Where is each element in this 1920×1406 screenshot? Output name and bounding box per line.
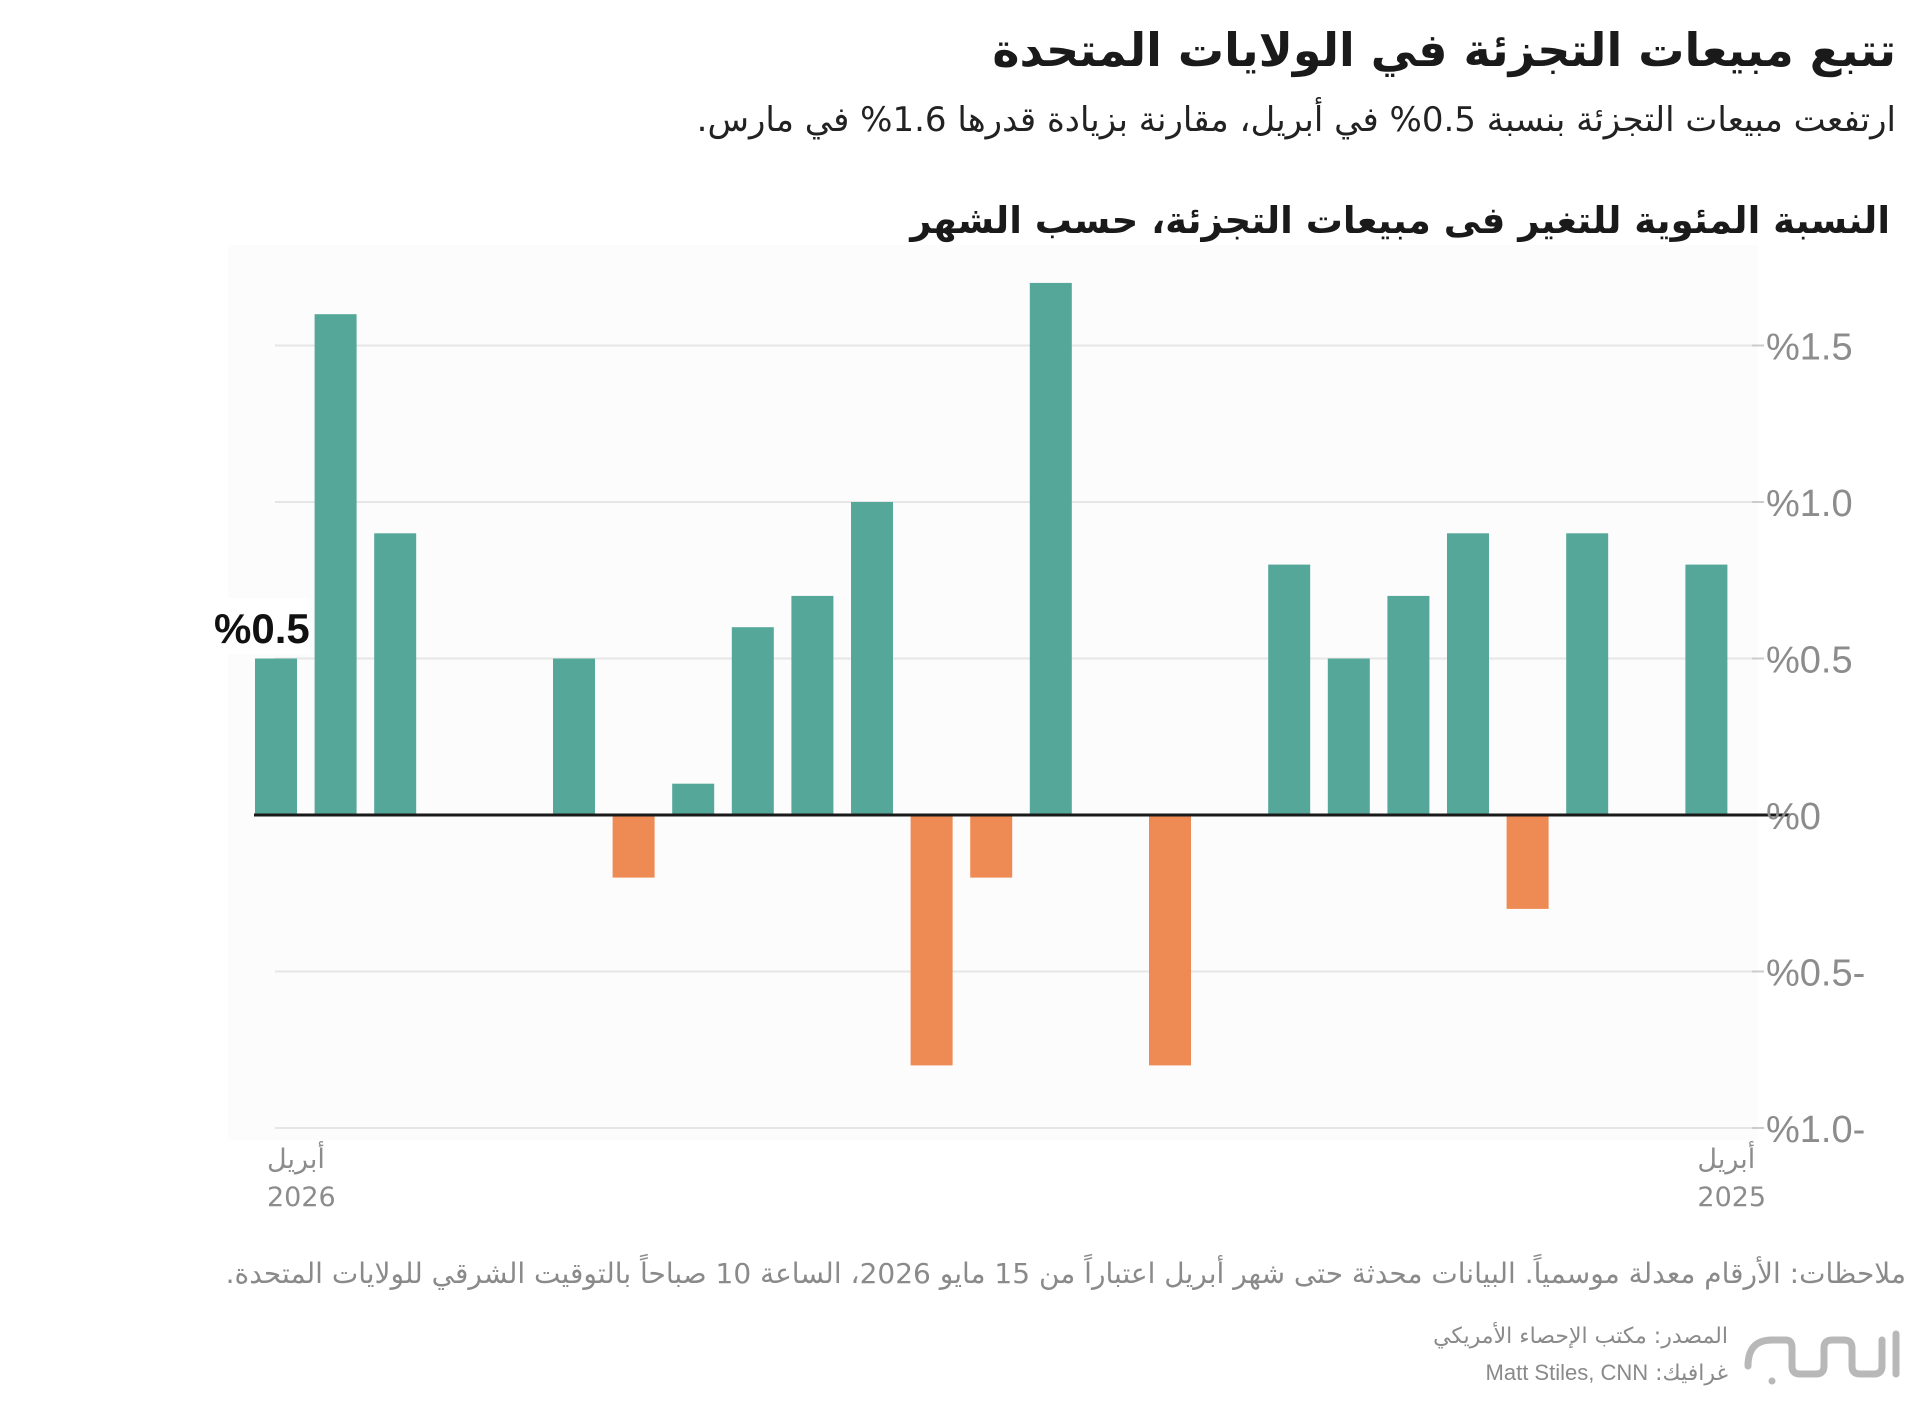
- bar: [1327, 658, 1370, 815]
- plot-background: [228, 245, 1758, 1140]
- bar: [1685, 564, 1728, 815]
- bar: [910, 815, 953, 1066]
- x-tick-month: أبريل: [267, 1140, 325, 1175]
- bar: [1149, 815, 1191, 1066]
- y-axis-ticks: %1.5 %1.0 %0.5 %0 %0.5- %1.0-: [1766, 327, 1865, 1152]
- bar: [1506, 815, 1549, 909]
- page-subtitle: ارتفعت مبيعات التجزئة بنسبة 0.5% في أبري…: [696, 100, 1896, 140]
- bar: [553, 658, 595, 815]
- y-tick-label: %1.0-: [1766, 1109, 1865, 1151]
- bar: [374, 533, 417, 815]
- bar: [672, 783, 715, 815]
- bar: [791, 595, 834, 815]
- bar: [1029, 282, 1072, 815]
- chart-credit: غرافيك: Matt Stiles, CNN: [1486, 1358, 1728, 1389]
- bar: [731, 627, 774, 815]
- bar: [1447, 533, 1489, 815]
- x-tick-year: 2025: [1697, 1182, 1766, 1213]
- x-tick-month: أبريل: [1697, 1140, 1755, 1175]
- y-tick-label: %1.5: [1766, 327, 1853, 369]
- cnn-arabic-logo-icon: [1744, 1330, 1900, 1385]
- callout-label: %0.5: [214, 605, 310, 652]
- bar: [1268, 564, 1311, 815]
- bars: [255, 282, 1728, 1066]
- chart-heading: النسبة المئوية للتغير فى مبيعات التجزئة،…: [910, 199, 1890, 242]
- bar: [970, 815, 1013, 878]
- page-title: تتبع مبيعات التجزئة في الولايات المتحدة: [992, 23, 1896, 77]
- chart-source: المصدر: مكتب الإحصاء الأمريكي: [1433, 1324, 1728, 1349]
- y-tick-label: %0.5: [1766, 640, 1853, 682]
- x-tick-year: 2026: [267, 1182, 336, 1213]
- chart-notes: ملاحظات: الأرقام معدلة موسمياً. البيانات…: [225, 1257, 1906, 1290]
- gridlines: [275, 344, 1764, 1129]
- credit-name: Matt Stiles, CNN: [1485, 1360, 1649, 1385]
- credit-label: غرافيك:: [1655, 1361, 1728, 1386]
- y-tick-label: %0.5-: [1766, 953, 1865, 995]
- bar: [1387, 595, 1430, 815]
- bar: [314, 314, 357, 815]
- bar: [1566, 533, 1609, 815]
- y-tick-label: %0: [1766, 796, 1821, 838]
- bar-chart: %1.5 %1.0 %0.5 %0 %0.5- %1.0- أبريل 2026 أبريل 2…: [208, 245, 1866, 1213]
- callout-background: [208, 598, 310, 654]
- bar: [255, 658, 297, 815]
- latest-value-callout: %0.5: [208, 598, 310, 654]
- x-axis-ticks: أبريل 2026 أبريل 2025: [267, 1140, 1766, 1213]
- y-tick-label: %1.0: [1766, 483, 1853, 525]
- bar: [612, 815, 655, 878]
- bar: [851, 502, 893, 815]
